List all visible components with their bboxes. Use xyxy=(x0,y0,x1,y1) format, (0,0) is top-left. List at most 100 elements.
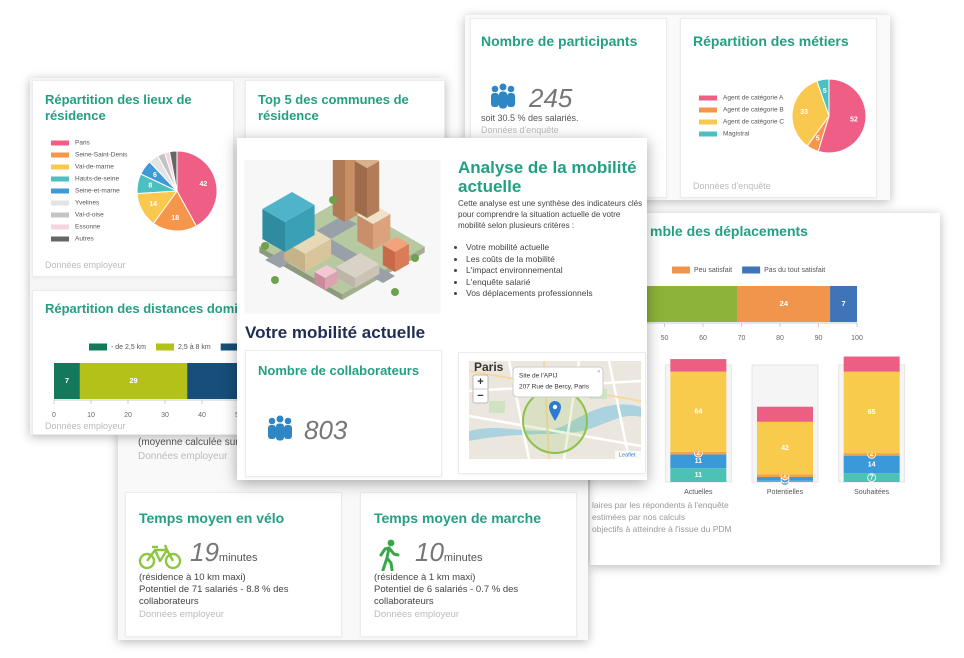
note: (moyenne calculée sur xyxy=(138,437,239,448)
source: Données employeur xyxy=(138,451,228,462)
park xyxy=(489,401,505,413)
slice-label: 33 xyxy=(800,109,808,116)
bar-label: 11 xyxy=(695,458,703,465)
legend-label: Val-d-oise xyxy=(75,212,104,219)
legend-swatch xyxy=(699,95,717,101)
card-title: Nombre de participants xyxy=(481,33,638,49)
bar-label: 2 xyxy=(870,451,874,458)
slice-label: 18 xyxy=(171,215,179,222)
popup-close[interactable]: × xyxy=(597,370,601,376)
legend-label: Pas du tout satisfait xyxy=(764,267,825,274)
walk-icon xyxy=(379,539,400,571)
building-side xyxy=(373,214,391,250)
kpi-potential: Potentiel de 71 salariés - 8.8 % des col… xyxy=(139,584,289,607)
zoom-in[interactable]: + xyxy=(477,376,483,388)
slice-label: 52 xyxy=(850,117,858,124)
bar-label: 2 xyxy=(783,473,787,480)
legend-label: Essonne xyxy=(75,224,101,231)
attribution-bg xyxy=(615,451,641,459)
legend-swatch xyxy=(51,176,69,182)
legend-label: Autres xyxy=(75,236,95,243)
legend-label: - de 2,5 km xyxy=(111,344,146,351)
kpi-unit: minutes xyxy=(443,552,483,564)
legend-label: Yvelines xyxy=(75,200,100,207)
building-side xyxy=(382,245,395,272)
section-heading: Analyse de la mobilité actuelle xyxy=(458,158,637,196)
building-side xyxy=(395,244,409,272)
bar-label: 65 xyxy=(868,409,876,416)
building-side xyxy=(262,209,285,252)
bullet-item: Les coûts de la mobilité xyxy=(466,254,646,266)
sheet-mobilite: Analyse de la mobilité actuelle Cette an… xyxy=(237,138,647,480)
metiers-card: 52 Agent de catégorie A 5 Agent de catégori… xyxy=(680,18,877,198)
sheet-temps: (moyenne calculée sur Données employeur … xyxy=(118,430,588,640)
legend-swatch xyxy=(51,152,69,158)
pie-slice xyxy=(791,80,830,147)
source: Données d'enquête xyxy=(693,181,771,191)
kpi-notes: (résidence à 10 km maxi) Potentiel de 71… xyxy=(139,572,334,621)
legend-swatch xyxy=(220,343,239,351)
x-tick-label: 60 xyxy=(699,335,707,342)
illustration-card xyxy=(245,160,440,312)
pie-slice xyxy=(168,150,178,192)
bike-icon xyxy=(138,544,182,570)
kpi-note: (résidence à 1 km maxi) xyxy=(374,572,476,583)
card-title: Répartition des métiers xyxy=(693,33,849,49)
building-side xyxy=(335,267,355,288)
legend-label: Agent de catégorie A xyxy=(723,95,784,102)
card-title: Nombre de collaborateurs xyxy=(258,363,420,378)
bar-label: 2 xyxy=(696,450,700,457)
map[interactable]: Site de l'APIJ 207 Rue de Bercy, Paris ×… xyxy=(469,361,641,459)
pie-slice xyxy=(176,150,218,227)
x-tick-label: 90 xyxy=(815,335,823,342)
tree xyxy=(261,242,269,250)
pie-slice xyxy=(817,78,867,154)
bar-segment xyxy=(79,363,188,399)
pie-slice xyxy=(816,78,830,117)
bar-label: 14 xyxy=(868,461,876,468)
source: Données employeur xyxy=(139,609,225,620)
attribution[interactable]: Leaflet xyxy=(619,452,636,458)
bullet-item: Vos déplacements professionnels xyxy=(466,288,646,300)
legend-label: Val-de-marne xyxy=(75,164,114,171)
legend-label: Agent de catégorie C xyxy=(723,119,784,126)
legend-swatch xyxy=(699,131,717,137)
slice-label: 8 xyxy=(148,183,152,190)
pie-chart: 42 Paris 18 Seine-Saint-Denis 14 Val-de-marne… xyxy=(51,140,218,243)
source: Données d'enquête xyxy=(481,125,559,135)
bar-label: 7 xyxy=(65,376,69,385)
building-roof xyxy=(314,265,338,278)
map-card: Site de l'APIJ 207 Rue de Bercy, Paris ×… xyxy=(458,352,646,474)
slice-label: 42 xyxy=(199,181,207,188)
tree xyxy=(329,196,337,204)
popup-title: Site de l'APIJ xyxy=(519,373,557,380)
legend-label: Agent de catégorie B xyxy=(723,107,784,114)
x-tick-label: 40 xyxy=(198,412,206,419)
legend-swatch xyxy=(672,266,690,274)
card-title: Répartition des distances domic xyxy=(45,301,246,316)
building-roof xyxy=(335,253,380,278)
bullet-item: L'enquête salarié xyxy=(466,277,646,289)
bar-segment xyxy=(737,286,831,322)
card-title: mble des déplacements xyxy=(650,223,808,239)
bar-segment xyxy=(670,454,727,469)
zoom-out[interactable]: − xyxy=(477,390,483,402)
legend-label: Hauts-de-seine xyxy=(75,176,119,183)
bar-segment xyxy=(670,359,727,372)
legend-swatch xyxy=(156,343,175,351)
tree xyxy=(411,254,419,262)
legend-note: objectifs à atteindre à l'issue du PDM xyxy=(592,524,732,534)
bar-segment xyxy=(843,371,900,454)
legend-swatch xyxy=(51,140,69,146)
kpi-value: 19 xyxy=(190,537,219,567)
bar-label: 24 xyxy=(780,299,789,308)
map-marker[interactable] xyxy=(549,401,561,421)
people-icon xyxy=(268,415,292,441)
velo-card: Temps moyen en vélo 19minutes (résidence… xyxy=(125,492,342,637)
slice-label: 6 xyxy=(153,172,157,179)
legend-label: Peu satisfait xyxy=(694,267,732,274)
source: Données employeur xyxy=(374,609,460,620)
x-tick-label: 50 xyxy=(661,335,669,342)
